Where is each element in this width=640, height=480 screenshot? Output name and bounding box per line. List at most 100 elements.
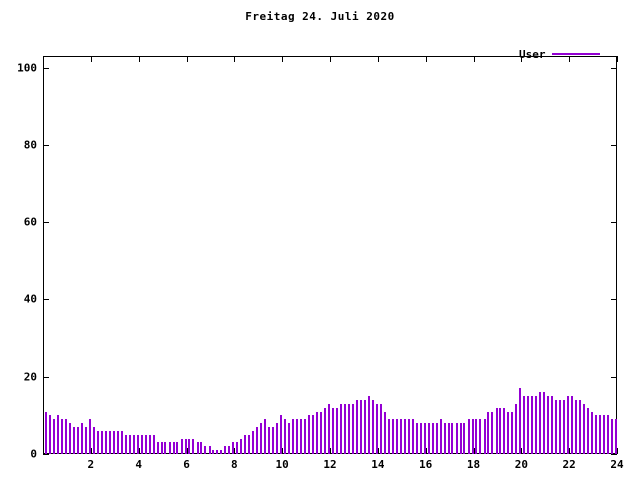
bar: [319, 411, 322, 454]
bar: [499, 407, 502, 454]
bar: [439, 419, 442, 454]
bar: [152, 434, 155, 454]
bar: [72, 426, 75, 454]
x-axis-tick-mark: [186, 448, 188, 454]
bar: [531, 396, 534, 454]
bar: [347, 403, 350, 454]
bar: [216, 450, 219, 454]
plot-area: [43, 56, 617, 454]
bar: [487, 411, 490, 454]
bar: [563, 399, 566, 454]
x-axis-tick-label: 24: [610, 458, 624, 471]
x-axis-tick-mark-top: [425, 56, 427, 62]
x-axis-tick-mark-top: [617, 56, 618, 62]
bar: [168, 442, 171, 454]
bar: [276, 423, 279, 454]
bar: [200, 442, 203, 454]
bar: [288, 423, 291, 454]
y-axis-tick-mark-right: [611, 299, 617, 301]
x-axis-tick-mark: [138, 448, 140, 454]
bar: [60, 419, 63, 454]
bar: [53, 419, 56, 454]
bar: [567, 396, 570, 454]
y-axis-tick-label: 60: [23, 215, 37, 229]
bar: [495, 407, 498, 454]
bar: [447, 423, 450, 454]
x-axis-tick-label: 18: [466, 458, 481, 471]
bar: [65, 419, 67, 454]
bar: [312, 415, 315, 454]
bar: [383, 411, 386, 454]
bar: [300, 419, 303, 454]
bar: [411, 419, 414, 454]
bar: [172, 442, 175, 454]
bar: [395, 419, 398, 454]
bar: [419, 423, 422, 454]
bar: [240, 438, 243, 454]
page-title: Freitag 24. Juli 2020: [245, 10, 395, 23]
x-axis-tick-mark: [473, 448, 475, 454]
bar: [423, 423, 426, 454]
bar: [156, 442, 159, 454]
bar: [363, 399, 366, 454]
bar: [56, 415, 59, 454]
bar: [491, 411, 494, 454]
bar: [284, 419, 287, 454]
bar: [232, 442, 235, 454]
bar: [140, 434, 143, 454]
y-axis-tick-mark-right: [611, 454, 617, 455]
bar: [431, 423, 434, 454]
bar: [80, 423, 83, 454]
x-axis-tick-label: 22: [562, 458, 576, 471]
bar: [587, 407, 590, 454]
bar: [204, 446, 207, 454]
bar: [144, 434, 147, 454]
bar: [503, 407, 506, 454]
bar: [128, 434, 131, 454]
bar: [228, 446, 231, 454]
bar: [104, 430, 107, 454]
bar: [188, 438, 191, 454]
bar: [527, 396, 530, 454]
bar: [224, 446, 227, 454]
bar: [555, 399, 558, 454]
bar: [236, 442, 239, 454]
bar: [96, 430, 99, 454]
x-axis-tick-mark-top: [90, 56, 92, 62]
bar: [547, 396, 550, 454]
bar: [371, 399, 374, 454]
x-axis-tick-mark-top: [377, 56, 379, 62]
bar: [100, 430, 103, 454]
x-axis-tick-mark-top: [330, 56, 331, 62]
bar: [387, 419, 390, 454]
bar: [343, 403, 346, 454]
bar: [324, 407, 327, 454]
x-axis-tick-label: 2: [87, 458, 95, 471]
x-axis-tick-mark-top: [521, 56, 523, 62]
bar: [307, 415, 310, 454]
x-axis-tick-mark: [282, 448, 284, 454]
y-axis-tick-mark-right: [611, 222, 617, 224]
bar: [519, 388, 522, 454]
bar: [359, 399, 362, 454]
bar: [575, 399, 578, 454]
x-axis-tick-label: 16: [419, 458, 433, 471]
bar: [132, 434, 135, 454]
legend: User: [519, 45, 600, 63]
bar: [108, 430, 111, 454]
bar: [451, 423, 454, 454]
x-axis-tick-mark: [234, 448, 236, 454]
bar: [160, 442, 163, 454]
bar: [164, 442, 167, 454]
bar: [539, 392, 542, 454]
bar: [184, 438, 187, 454]
bar: [304, 419, 307, 454]
bar: [68, 423, 71, 454]
bar: [551, 396, 554, 454]
bar: [212, 450, 215, 454]
legend-label-user: User: [519, 47, 546, 61]
x-axis-tick-mark: [521, 448, 523, 454]
bar: [615, 419, 617, 454]
x-axis-tick-mark: [377, 448, 379, 454]
bar: [88, 419, 91, 454]
